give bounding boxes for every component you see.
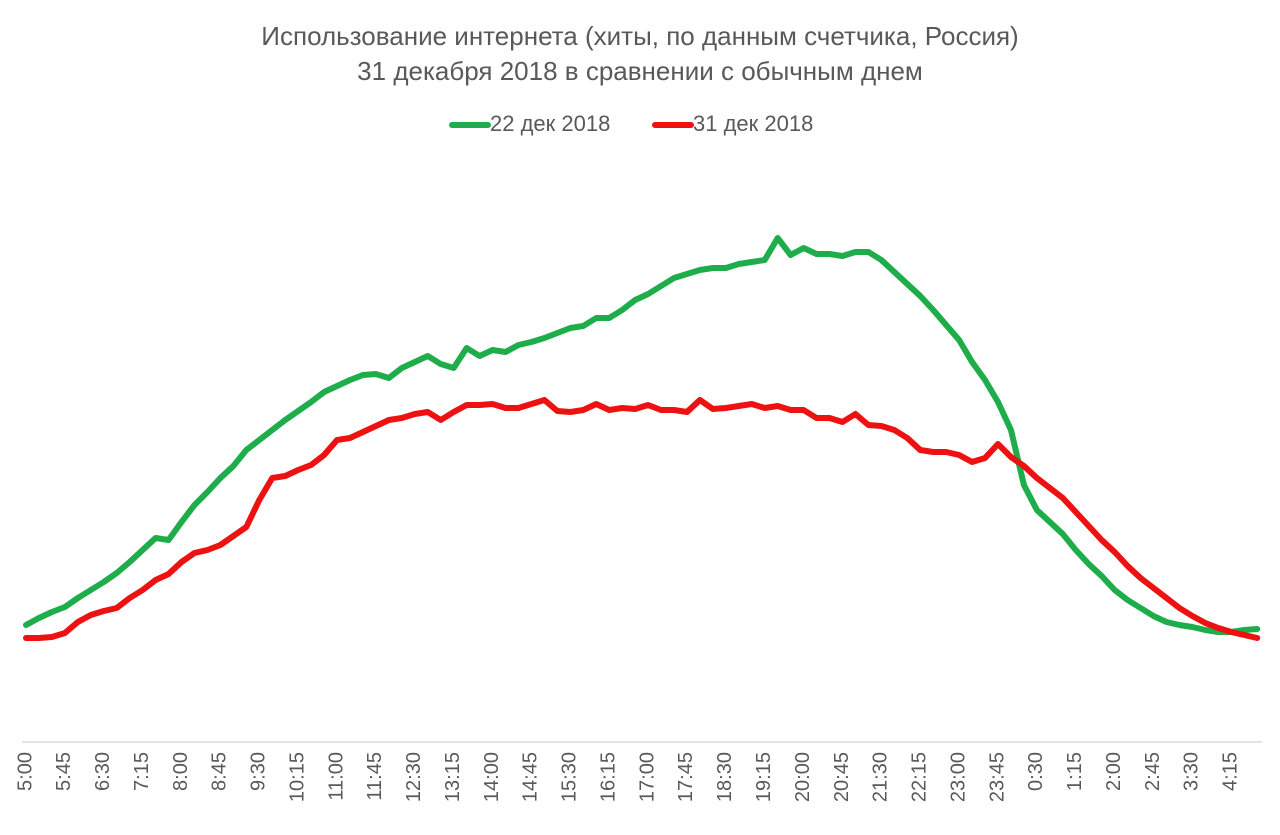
- x-tick-label: 21:30: [870, 752, 892, 802]
- x-tick-label: 22:15: [909, 752, 931, 802]
- x-tick-label: 5:45: [53, 752, 75, 791]
- x-tick-label: 19:15: [753, 752, 775, 802]
- x-tick-label: 14:45: [520, 752, 542, 802]
- legend-label: 31 дек 2018: [693, 111, 813, 136]
- x-tick-label: 6:30: [92, 752, 114, 791]
- x-tick-label: 17:00: [636, 752, 658, 802]
- x-tick-label: 15:30: [559, 752, 581, 802]
- x-tick-label: 5:00: [14, 752, 36, 791]
- x-tick-label: 20:45: [831, 752, 853, 802]
- x-tick-label: 10:15: [286, 752, 308, 802]
- x-tick-label: 12:30: [403, 752, 425, 802]
- x-tick-label: 9:30: [248, 752, 270, 791]
- legend-label: 22 дек 2018: [490, 111, 610, 136]
- x-tick-label: 17:45: [675, 752, 697, 802]
- x-tick-label: 8:00: [170, 752, 192, 791]
- x-tick-label: 1:15: [1064, 752, 1086, 791]
- x-tick-label: 18:30: [714, 752, 736, 802]
- x-tick-label: 3:30: [1181, 752, 1203, 791]
- x-tick-label: 20:00: [792, 752, 814, 802]
- x-tick-label: 4:15: [1220, 752, 1242, 791]
- chart-title: Использование интернета (хиты, по данным…: [261, 21, 1018, 51]
- x-tick-label: 14:00: [481, 752, 503, 802]
- x-tick-label: 7:15: [131, 752, 153, 791]
- x-tick-label: 16:15: [597, 752, 619, 802]
- x-tick-label: 23:00: [947, 752, 969, 802]
- x-tick-label: 11:45: [364, 752, 386, 801]
- x-tick-label: 23:45: [986, 752, 1008, 802]
- series-line: [23, 235, 1261, 635]
- chart-subtitle: 31 декабря 2018 в сравнении с обычным дн…: [357, 56, 923, 86]
- x-tick-label: 2:00: [1103, 752, 1125, 791]
- x-tick-label: 8:45: [209, 752, 231, 791]
- x-tick-label: 13:15: [442, 752, 464, 802]
- series-line: [23, 397, 1261, 641]
- x-tick-label: 2:45: [1142, 752, 1164, 791]
- x-tick-label: 11:00: [325, 752, 347, 801]
- x-tick-label: 0:30: [1025, 752, 1047, 791]
